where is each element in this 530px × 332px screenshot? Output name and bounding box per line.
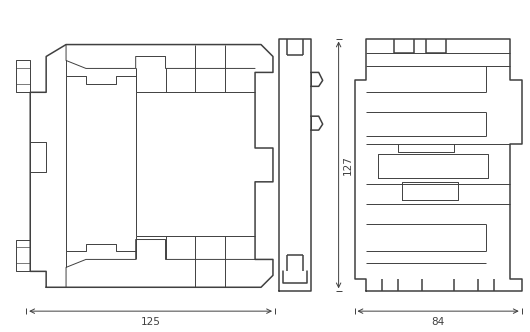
Text: 125: 125 bbox=[140, 317, 161, 327]
Text: 127: 127 bbox=[342, 155, 352, 175]
Text: 84: 84 bbox=[431, 317, 445, 327]
